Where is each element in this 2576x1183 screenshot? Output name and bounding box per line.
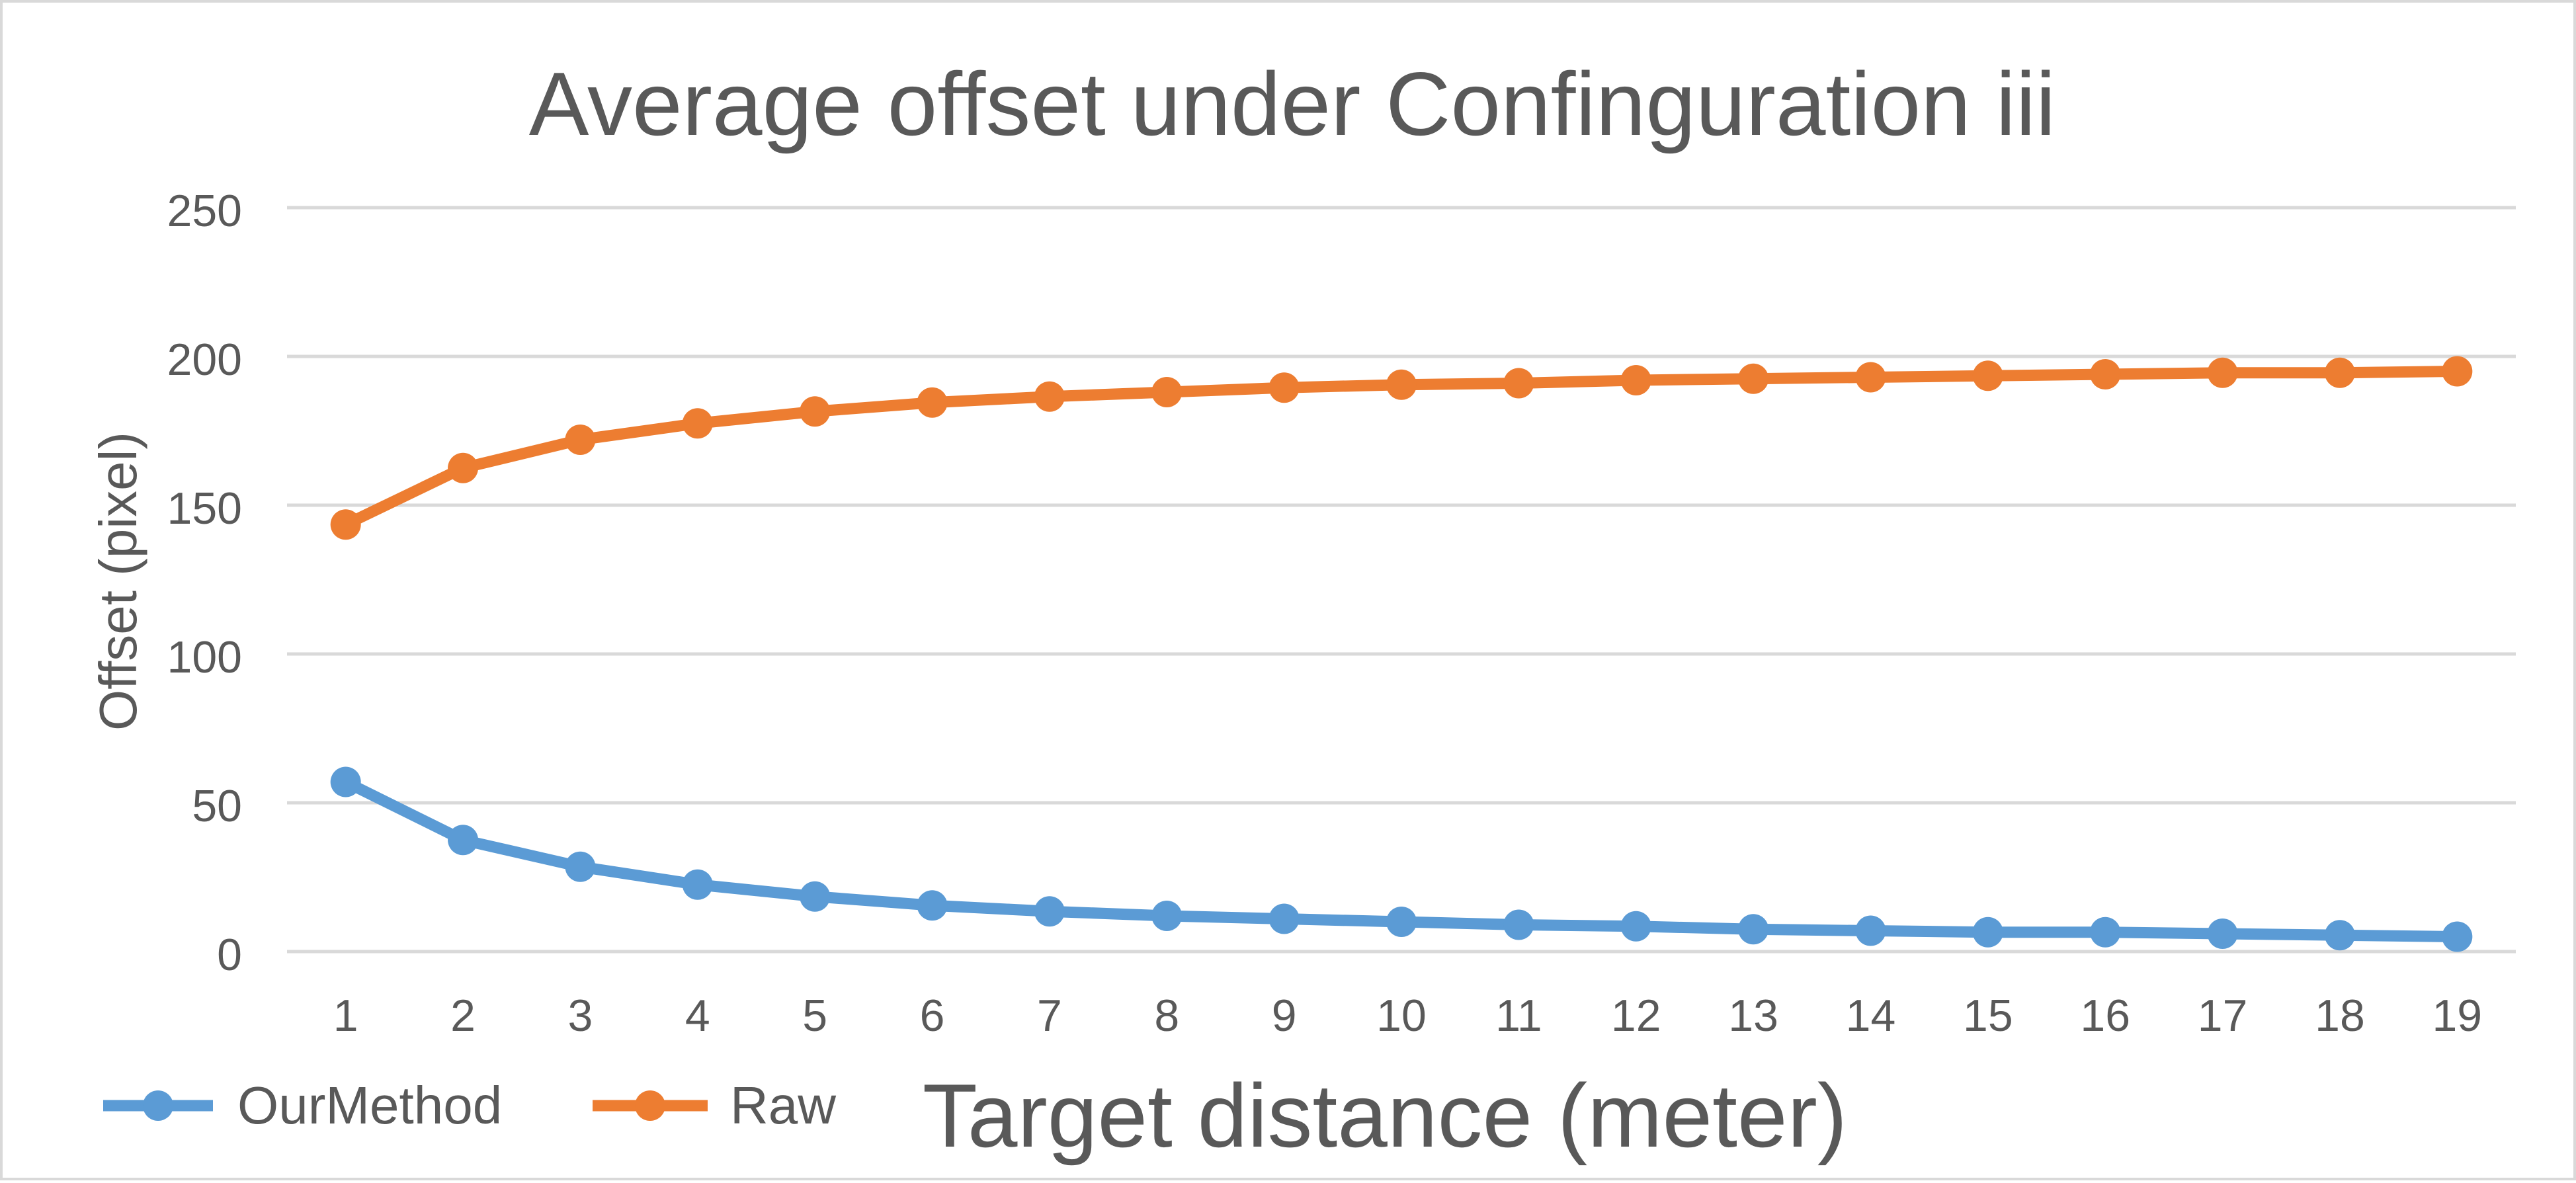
x-tick-label: 2 [450,991,476,1041]
legend-item-ourmethod[interactable]: OurMethod [103,1076,502,1135]
data-point-ourmethod[interactable] [565,851,596,882]
data-point-ourmethod[interactable] [917,890,948,921]
data-point-ourmethod[interactable] [2207,918,2238,949]
series-ourmethod [330,766,2473,952]
data-point-ourmethod[interactable] [1738,914,1769,945]
x-tick-label: 8 [1154,991,1179,1041]
y-tick-label: 50 [192,781,242,831]
data-point-raw[interactable] [1620,365,1651,395]
x-tick-label: 11 [1495,991,1542,1041]
x-tick-label: 16 [2080,991,2130,1041]
x-tick-label: 3 [568,991,593,1041]
data-point-ourmethod[interactable] [2324,920,2355,951]
data-point-raw[interactable] [917,387,948,418]
data-point-raw[interactable] [565,425,596,455]
y-axis-label: Offset (pixel) [89,432,147,731]
data-point-ourmethod[interactable] [1151,901,1183,931]
data-point-ourmethod[interactable] [2442,921,2473,952]
data-point-raw[interactable] [2442,356,2473,387]
data-point-raw[interactable] [1738,363,1769,394]
x-axis-ticks: 1 2 3 4 5 6 7 8 9 10 11 12 13 14 15 16 17 18 19 [333,991,2482,1041]
y-tick-label: 200 [167,335,242,385]
data-point-ourmethod[interactable] [1034,896,1065,927]
y-tick-label: 250 [167,186,242,236]
series-layer [330,356,2473,952]
data-point-raw[interactable] [2090,359,2121,389]
data-point-raw[interactable] [1034,381,1065,412]
x-axis-label: Target distance (meter) [923,1065,1847,1166]
data-point-ourmethod[interactable] [1268,903,1300,934]
data-point-raw[interactable] [330,509,361,540]
x-tick-label: 5 [802,991,827,1041]
data-point-ourmethod[interactable] [1386,907,1417,937]
x-tick-label: 19 [2432,991,2482,1041]
legend-marker-raw [635,1090,665,1121]
x-tick-label: 1 [333,991,358,1041]
data-point-ourmethod[interactable] [1972,917,2003,948]
data-point-ourmethod[interactable] [330,766,361,797]
x-tick-label: 17 [2198,991,2248,1041]
data-point-raw[interactable] [800,396,831,427]
data-point-ourmethod[interactable] [1855,915,1886,946]
data-point-ourmethod[interactable] [448,825,479,856]
x-tick-label: 9 [1272,991,1297,1041]
data-point-raw[interactable] [1972,360,2003,391]
x-tick-label: 4 [685,991,710,1041]
legend-label-ourmethod: OurMethod [237,1076,502,1135]
data-point-raw[interactable] [1503,368,1534,399]
data-point-ourmethod[interactable] [800,881,831,912]
data-point-raw[interactable] [1151,377,1183,407]
x-tick-label: 10 [1376,991,1427,1041]
legend: OurMethod Raw [103,1076,836,1135]
legend-label-raw: Raw [730,1076,836,1135]
x-tick-label: 18 [2315,991,2365,1041]
data-point-raw[interactable] [2207,357,2238,388]
x-tick-label: 13 [1728,991,1778,1041]
x-tick-label: 7 [1037,991,1062,1041]
data-point-ourmethod[interactable] [1620,911,1651,942]
y-axis-ticks: 0 50 100 150 200 250 [167,186,242,980]
y-tick-label: 100 [167,632,242,682]
x-tick-label: 6 [920,991,945,1041]
x-tick-label: 15 [1963,991,2013,1041]
gridlines [287,206,2516,954]
data-point-raw[interactable] [682,408,713,439]
y-tick-label: 0 [217,930,242,980]
chart-title: Average offset under Confinguration iii [529,54,2056,154]
data-point-raw[interactable] [1268,372,1300,403]
legend-item-raw[interactable]: Raw [593,1076,836,1135]
y-tick-label: 150 [167,483,242,534]
data-point-raw[interactable] [2324,357,2355,388]
x-tick-label: 12 [1611,991,1661,1041]
data-point-ourmethod[interactable] [2090,917,2121,948]
data-point-raw[interactable] [1855,362,1886,393]
data-point-ourmethod[interactable] [682,869,713,900]
data-point-ourmethod[interactable] [1503,909,1534,940]
legend-marker-ourmethod [143,1090,173,1121]
data-point-raw[interactable] [1386,369,1417,400]
x-tick-label: 14 [1846,991,1896,1041]
series-raw [330,356,2473,540]
data-point-raw[interactable] [448,452,479,483]
